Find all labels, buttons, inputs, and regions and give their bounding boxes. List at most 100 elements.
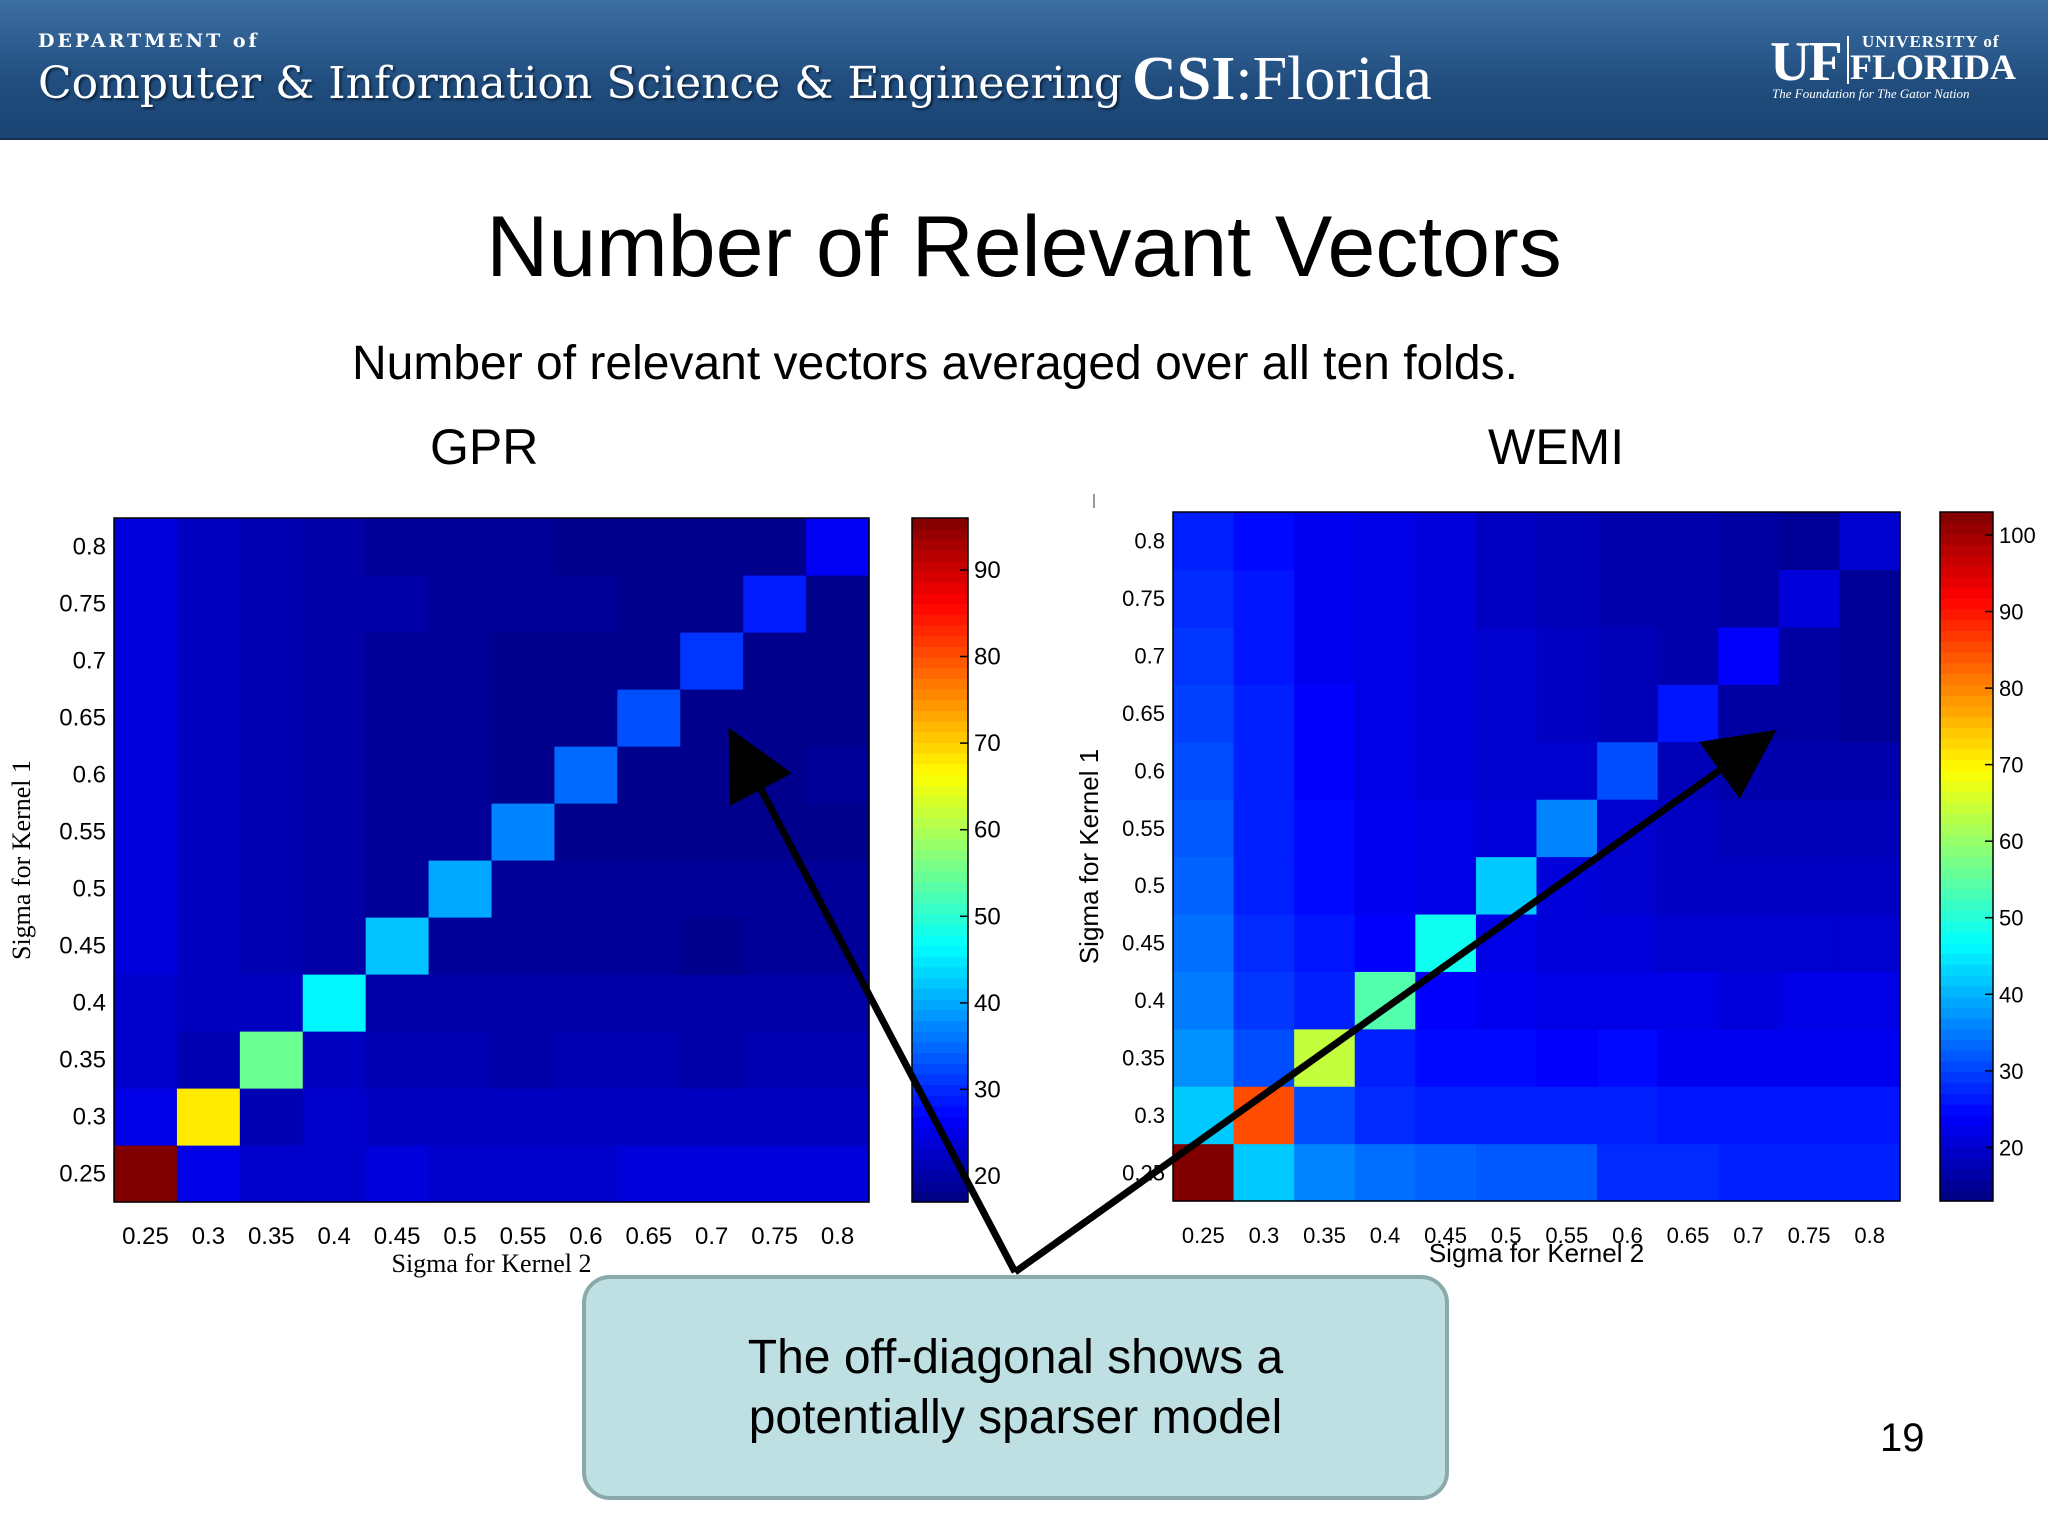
wemi-colorbar-segment (1940, 608, 1993, 621)
csi-florida-logo: CSI:Florida (1132, 44, 1432, 115)
wemi-colorbar-segment (1940, 1082, 1993, 1094)
wemi-cell (1475, 684, 1538, 743)
gpr-y-tick-label: 0.55 (59, 819, 106, 846)
wemi-cell (1415, 856, 1477, 915)
wemi-colorbar-segment (1940, 781, 1993, 793)
gpr-cell (114, 1088, 178, 1146)
gpr-cell (617, 860, 681, 918)
gpr-cell (365, 746, 430, 804)
gpr-plot-title: GPR (430, 419, 539, 475)
gpr-colorbar-segment (912, 763, 968, 776)
gpr-colorbar-segment (912, 870, 968, 882)
wemi-cell (1354, 1143, 1416, 1202)
gpr-cell (114, 974, 178, 1032)
gpr-colorbar-frame (911, 517, 969, 1203)
gpr-cell (239, 1031, 304, 1089)
wemi-cell (1415, 799, 1477, 858)
wemi-cell (1173, 569, 1235, 628)
gpr-cell (617, 518, 681, 576)
wemi-cell (1294, 799, 1356, 858)
wemi-cell (1839, 971, 1901, 1030)
wemi-cell (1597, 741, 1659, 800)
wemi-colorbar-segment (1940, 964, 1993, 976)
gpr-cell (176, 689, 241, 747)
gpr-cell (491, 518, 556, 576)
wemi-y-tick-label: 0.3 (1134, 1103, 1165, 1128)
wemi-cell (1597, 512, 1659, 571)
wemi-colorbar-segment (1940, 695, 1993, 707)
wemi-cell (1536, 741, 1598, 800)
wemi-cell (1839, 741, 1901, 800)
gpr-colorbar-segment (912, 1052, 968, 1064)
wemi-colorbar-segment (1940, 759, 1993, 771)
gpr-y-tick-label: 0.75 (59, 591, 106, 618)
gpr-colorbar-segment (912, 860, 968, 872)
gpr-colorbar-tick-label: 80 (974, 644, 1001, 671)
wemi-cell (1233, 799, 1295, 858)
wemi-colorbar-segment (1940, 512, 1993, 524)
wemi-colorbar-segment (1940, 985, 1993, 998)
csi-logo-rest: :Florida (1235, 45, 1432, 113)
wemi-x-tick-label: 0.45 (1424, 1223, 1467, 1248)
gpr-cell (114, 803, 178, 861)
wemi-colorbar-segment (1940, 1039, 1993, 1051)
wemi-colorbar-segment (1940, 748, 1993, 761)
wemi-cell (1294, 512, 1356, 571)
wemi-colorbar-segment (1940, 662, 1993, 675)
wemi-cell (1475, 856, 1538, 915)
gpr-cell (114, 689, 178, 747)
gpr-colorbar-segment (912, 1095, 968, 1107)
gpr-colorbar-segment (912, 1116, 968, 1128)
wemi-colorbar-segment (1940, 673, 1993, 685)
wemi-colorbar-segment (1940, 1125, 1993, 1138)
wemi-cell (1173, 971, 1235, 1030)
gpr-colorbar-segment (912, 849, 968, 861)
gpr-colorbar-segment (912, 1105, 968, 1118)
wemi-colorbar-segment (1940, 791, 1993, 804)
gpr-cell (554, 1088, 618, 1146)
gpr-cell (365, 803, 430, 861)
gpr-cell (806, 1145, 870, 1203)
wemi-colorbar-segment (1940, 867, 1993, 879)
wemi-cell (1354, 799, 1416, 858)
gpr-cell (365, 974, 430, 1032)
wemi-colorbar-segment (1940, 1093, 1993, 1105)
wemi-cell (1536, 856, 1598, 915)
wemi-cell (1475, 741, 1538, 800)
wemi-colorbar-segment (1940, 1007, 1993, 1019)
gpr-cell (617, 974, 681, 1032)
gpr-heatmap-plot: 0.25 0.3 0.35 0.4 0.45 0.5 0.55 0.6 0.65 0.7 0.75 0… (7, 517, 1001, 1278)
gpr-cell (680, 860, 744, 918)
wemi-cell (1657, 512, 1719, 571)
gpr-colorbar-segment (912, 1137, 968, 1150)
gpr-colorbar-segment (912, 624, 968, 637)
gpr-cell (617, 575, 681, 633)
wemi-cell (1475, 799, 1538, 858)
wemi-cell (1597, 971, 1659, 1030)
wemi-cell (1839, 1028, 1901, 1087)
wemi-cell (1536, 512, 1598, 571)
gpr-cell (302, 518, 367, 576)
gpr-colorbar-tick-label: 70 (974, 730, 1001, 757)
wemi-y-tick-label: 0.8 (1134, 529, 1165, 554)
gpr-cell (743, 575, 807, 633)
gpr-cell (302, 860, 367, 918)
wemi-cell (1536, 626, 1598, 685)
wemi-colorbar-segment (1940, 813, 1993, 825)
gpr-cell (743, 1145, 807, 1203)
gpr-colorbar-segment (912, 988, 968, 1000)
gpr-colorbar-segment (912, 934, 968, 947)
wemi-cell (1294, 1086, 1356, 1145)
wemi-cell (1839, 512, 1901, 571)
gpr-cell (176, 1145, 241, 1203)
gpr-cell (806, 1088, 870, 1146)
wemi-x-tick-label: 0.65 (1667, 1223, 1710, 1248)
wemi-cell (1233, 856, 1295, 915)
wemi-colorbar-segment (1940, 619, 1993, 632)
wemi-cell (1718, 1143, 1780, 1202)
gpr-cell (743, 746, 807, 804)
gpr-cell (617, 746, 681, 804)
wemi-cell (1657, 684, 1719, 743)
gpr-colorbar-segment (912, 518, 968, 530)
gpr-colorbar-segment (912, 560, 968, 573)
